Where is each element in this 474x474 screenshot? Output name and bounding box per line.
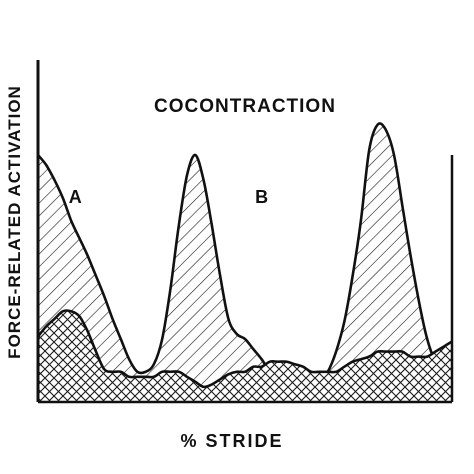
series-b-hatch [38,310,452,402]
series-a-line [36,122,453,394]
annotation-a: A [69,187,82,207]
x-axis-label: % STRIDE [180,431,283,451]
chart-title: COCONTRACTION [154,96,336,117]
annotation-b: B [255,187,268,207]
y-axis-label: FORCE-RELATED ACTIVATION [5,85,24,359]
plot-area [36,122,453,403]
series-b-line [36,309,453,389]
series-a-hatch [38,123,452,403]
